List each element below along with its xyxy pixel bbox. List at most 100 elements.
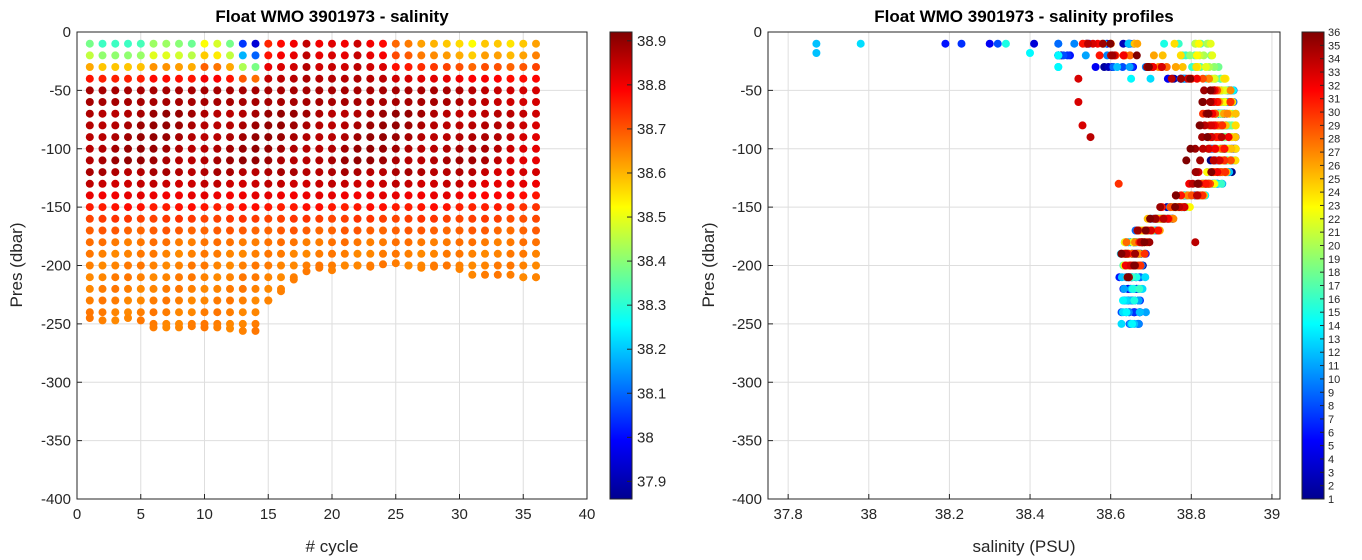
salinity-point	[264, 133, 273, 142]
salinity-point	[493, 86, 502, 95]
salinity-point	[340, 74, 349, 83]
salinity-point	[379, 203, 387, 212]
salinity-point	[353, 238, 362, 247]
profile-point	[1231, 109, 1240, 118]
salinity-point	[481, 226, 489, 235]
salinity-point	[315, 168, 324, 177]
salinity-point	[111, 261, 120, 270]
profile-point	[1201, 179, 1210, 188]
profile-point	[1206, 98, 1215, 106]
salinity-point	[481, 63, 489, 71]
salinity-point	[98, 39, 107, 48]
salinity-point	[340, 156, 349, 165]
salinity-point	[442, 98, 451, 106]
salinity-point	[442, 109, 451, 118]
salinity-point	[98, 179, 107, 188]
colorbar-tick-label: 38.9	[637, 33, 666, 50]
salinity-point	[187, 121, 196, 130]
x-tick-label: 25	[387, 506, 404, 523]
salinity-point	[85, 51, 94, 60]
salinity-point	[200, 179, 209, 188]
salinity-point	[136, 39, 145, 48]
profile-point	[1070, 39, 1079, 48]
salinity-point	[175, 74, 183, 83]
salinity-point	[468, 168, 477, 177]
salinity-point	[238, 273, 247, 282]
salinity-point	[302, 238, 311, 247]
salinity-point	[379, 86, 387, 95]
salinity-point	[302, 191, 311, 200]
salinity-point	[277, 238, 285, 247]
salinity-point	[519, 74, 528, 83]
salinity-point	[264, 74, 273, 83]
salinity-point	[379, 98, 387, 106]
salinity-point	[226, 203, 234, 212]
salinity-point	[506, 179, 515, 188]
salinity-point	[340, 238, 349, 247]
salinity-point	[213, 168, 222, 177]
salinity-point	[353, 86, 362, 95]
salinity-point	[315, 179, 324, 188]
salinity-point	[98, 168, 107, 177]
salinity-point	[162, 39, 171, 48]
salinity-point	[430, 74, 438, 83]
salinity-point	[404, 98, 413, 106]
salinity-point	[149, 39, 158, 48]
salinity-point	[328, 238, 336, 247]
salinity-point	[251, 109, 260, 118]
salinity-point	[175, 203, 183, 212]
salinity-point	[532, 273, 540, 282]
salinity-point	[136, 51, 145, 60]
salinity-point	[264, 86, 273, 95]
colorbar-tick-label: 20	[1328, 240, 1340, 252]
salinity-point	[175, 63, 183, 71]
salinity-point	[468, 238, 477, 247]
salinity-point	[149, 179, 158, 188]
salinity-point	[481, 144, 489, 153]
salinity-point	[200, 323, 209, 332]
salinity-point	[226, 109, 234, 118]
salinity-point	[264, 273, 273, 282]
salinity-point	[136, 308, 145, 317]
x-tick-label: 40	[579, 506, 596, 523]
salinity-point	[379, 260, 387, 269]
salinity-point	[519, 98, 528, 106]
salinity-point	[187, 214, 196, 223]
salinity-point	[175, 179, 183, 188]
salinity-point	[442, 144, 451, 153]
salinity-point	[468, 133, 477, 142]
salinity-point	[85, 308, 94, 317]
salinity-point	[200, 273, 209, 282]
salinity-point	[315, 74, 324, 83]
salinity-point	[353, 121, 362, 130]
salinity-point	[289, 51, 298, 60]
salinity-point	[124, 249, 132, 258]
profile-point	[1226, 156, 1235, 165]
y-tick-label: -300	[732, 374, 762, 391]
salinity-point	[391, 74, 400, 83]
salinity-point	[340, 261, 349, 270]
salinity-point	[98, 249, 107, 258]
salinity-point	[468, 261, 477, 270]
salinity-point	[302, 74, 311, 83]
salinity-point	[277, 86, 285, 95]
colorbar-ticks-left: 37.9 38 38.1 38.2 38.3 38.4 38.5 38.6 38.7 38.8 38…	[627, 33, 666, 490]
salinity-point	[379, 144, 387, 153]
salinity-point	[532, 156, 540, 165]
colorbar-tick-label: 23	[1328, 200, 1340, 212]
profile-point	[1156, 203, 1165, 212]
salinity-point	[417, 144, 426, 153]
salinity-point	[187, 98, 196, 106]
salinity-point	[136, 156, 145, 165]
salinity-point	[404, 261, 413, 270]
salinity-point	[124, 86, 132, 95]
salinity-point	[519, 191, 528, 200]
salinity-point	[493, 270, 502, 279]
salinity-point	[175, 284, 183, 293]
colorbar-tick-label: 9	[1328, 387, 1334, 399]
profile-point	[1171, 63, 1180, 71]
salinity-point	[379, 179, 387, 188]
salinity-point	[175, 238, 183, 247]
salinity-point	[251, 133, 260, 142]
salinity-point	[85, 144, 94, 153]
